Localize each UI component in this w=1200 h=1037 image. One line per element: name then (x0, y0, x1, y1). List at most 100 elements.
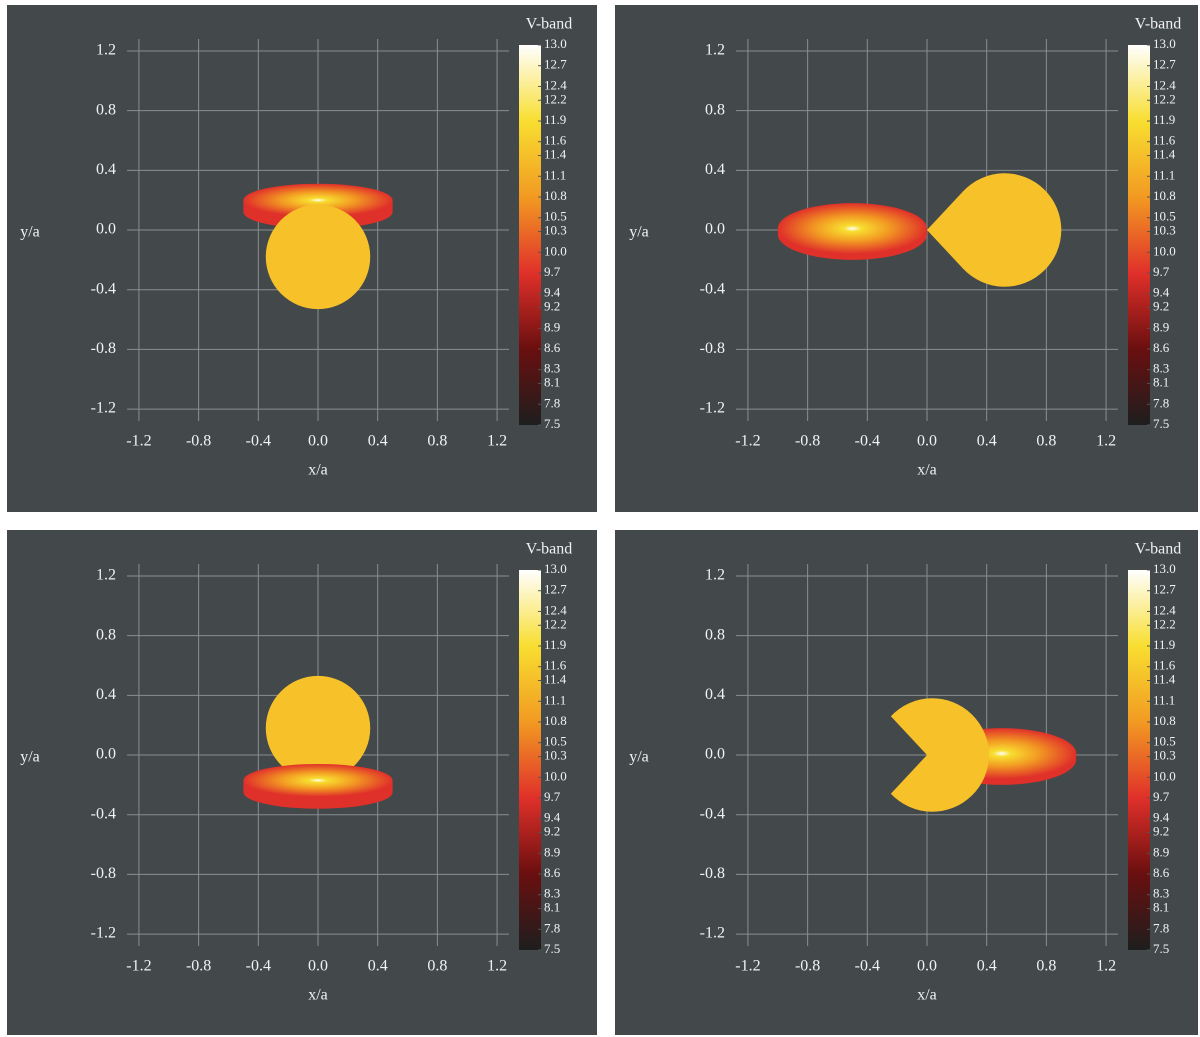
colorbar-tick-label: 10.8 (544, 713, 567, 728)
x-tick-label: 1.2 (487, 958, 507, 975)
y-tick-label: -0.8 (700, 340, 725, 357)
y-tick-label: 0.0 (705, 746, 725, 763)
x-tick-label: 0.4 (977, 433, 997, 450)
y-tick-label: 0.4 (705, 161, 725, 178)
colorbar-tick-label: 9.4 (1153, 810, 1170, 825)
star (265, 675, 371, 781)
colorbar-tick-label: 7.8 (1153, 395, 1169, 410)
y-tick-label: 1.2 (705, 567, 725, 584)
colorbar-tick-label: 9.4 (544, 285, 561, 300)
colorbar-tick-label: 12.2 (544, 91, 567, 106)
colorbar-tick-label: 11.1 (544, 692, 566, 707)
panel: -1.2 -0.8 -0.4 0.0 0.4 0.8 1.2 -1.2 -0.8 -0.4 0.0 0… (20, 541, 572, 1004)
x-tick-label: 0.4 (977, 958, 997, 975)
colorbar-tick-label: 11.9 (1153, 637, 1175, 652)
y-tick-label: 0.0 (96, 221, 116, 238)
colorbar-tick-label: 8.9 (544, 319, 560, 334)
colorbar-tick-label: 12.7 (1153, 582, 1176, 597)
colorbar-tick-label: 10.8 (1153, 713, 1176, 728)
x-tick-label: 1.2 (1096, 433, 1116, 450)
y-tick-label: -1.2 (91, 925, 116, 942)
colorbar-tick-label: 10.0 (544, 243, 567, 258)
y-axis-label: y/a (20, 224, 40, 241)
colorbar-tick-label: 11.1 (544, 167, 566, 182)
panel: -1.2 -0.8 -0.4 0.0 0.4 0.8 1.2 -1.2 -0.8 -0.4 0.0 0… (629, 541, 1181, 1004)
x-tick-label: -0.4 (246, 958, 271, 975)
colorbar-tick-label: 7.5 (544, 416, 560, 431)
colorbar-tick-label: 8.1 (544, 900, 560, 915)
y-tick-label: -0.4 (700, 280, 725, 297)
colorbar-tick-label: 11.6 (544, 658, 567, 673)
y-tick-label: -0.4 (700, 805, 725, 822)
colorbar-tick-label: 11.6 (544, 133, 567, 148)
colorbar-tick-label: 13.0 (544, 561, 567, 576)
colorbar-tick-label: 11.6 (1153, 658, 1176, 673)
colorbar-tick-label: 9.4 (1153, 285, 1170, 300)
y-tick-label: -0.8 (91, 340, 116, 357)
y-tick-label: 0.8 (96, 101, 116, 118)
disk-face (243, 763, 393, 797)
x-tick-label: 1.2 (1096, 958, 1116, 975)
colorbar-tick-label: 10.5 (544, 734, 567, 749)
x-axis-label: x/a (308, 987, 328, 1004)
x-tick-label: 1.2 (487, 433, 507, 450)
colorbar-tick-label: 10.3 (1153, 748, 1176, 763)
y-tick-label: 0.4 (96, 161, 116, 178)
x-tick-label: -1.2 (735, 433, 760, 450)
colorbar-tick-label: 7.8 (1153, 920, 1169, 935)
colorbar-tick-label: 10.3 (544, 748, 567, 763)
colorbar-tick-label: 11.4 (544, 147, 567, 162)
star (927, 173, 1062, 287)
x-tick-label: -0.8 (186, 433, 211, 450)
colorbar-tick-label: 8.6 (1153, 865, 1170, 880)
colorbar-tick-label: 12.2 (1153, 616, 1176, 631)
colorbar (519, 45, 541, 425)
colorbar-tick-label: 12.7 (544, 582, 567, 597)
y-tick-label: -1.2 (91, 400, 116, 417)
colorbar-tick-label: 11.4 (1153, 672, 1176, 687)
colorbar-tick-label: 12.7 (544, 57, 567, 72)
colorbar-tick-label: 7.8 (544, 395, 560, 410)
y-tick-label: 1.2 (96, 42, 116, 59)
panel: -1.2 -0.8 -0.4 0.0 0.4 0.8 1.2 -1.2 -0.8 -0.4 0.0 0… (20, 16, 572, 479)
colorbar-tick-label: 11.9 (544, 112, 566, 127)
x-tick-label: 0.4 (368, 958, 388, 975)
colorbar-tick-label: 9.2 (1153, 299, 1169, 314)
colorbar-tick-label: 8.9 (544, 844, 560, 859)
colorbar-tick-label: 8.3 (544, 361, 560, 376)
colorbar-title: V-band (526, 541, 573, 558)
colorbar-tick-label: 8.3 (1153, 361, 1169, 376)
colorbar-tick-label: 11.1 (1153, 692, 1175, 707)
star (265, 204, 371, 310)
colorbar-tick-label: 8.1 (544, 375, 560, 390)
x-tick-label: 0.8 (427, 958, 447, 975)
colorbar-tick-label: 8.1 (1153, 900, 1169, 915)
colorbar (1128, 45, 1150, 425)
colorbar-tick-label: 11.4 (1153, 147, 1176, 162)
x-tick-label: -0.8 (795, 433, 820, 450)
x-tick-label: -1.2 (126, 433, 151, 450)
colorbar-tick-label: 8.6 (544, 865, 561, 880)
x-tick-label: 0.8 (427, 433, 447, 450)
star (890, 698, 989, 812)
colorbar-tick-label: 12.4 (544, 77, 567, 92)
x-tick-label: 0.4 (368, 433, 388, 450)
panel-background (615, 5, 1198, 512)
colorbar-tick-label: 10.0 (1153, 768, 1176, 783)
colorbar-tick-label: 8.6 (544, 340, 561, 355)
colorbar (1128, 570, 1150, 950)
y-tick-label: -1.2 (700, 400, 725, 417)
x-tick-label: 0.0 (308, 433, 328, 450)
x-tick-label: -0.4 (855, 433, 880, 450)
colorbar-tick-label: 8.3 (544, 886, 560, 901)
y-tick-label: 0.0 (96, 746, 116, 763)
x-tick-label: -1.2 (126, 958, 151, 975)
colorbar-tick-label: 9.4 (544, 810, 561, 825)
x-tick-label: -0.8 (795, 958, 820, 975)
colorbar-tick-label: 11.4 (544, 672, 567, 687)
x-tick-label: 0.0 (917, 433, 937, 450)
y-axis-label: y/a (629, 224, 649, 241)
x-tick-label: 0.0 (917, 958, 937, 975)
colorbar-tick-label: 9.2 (544, 824, 560, 839)
